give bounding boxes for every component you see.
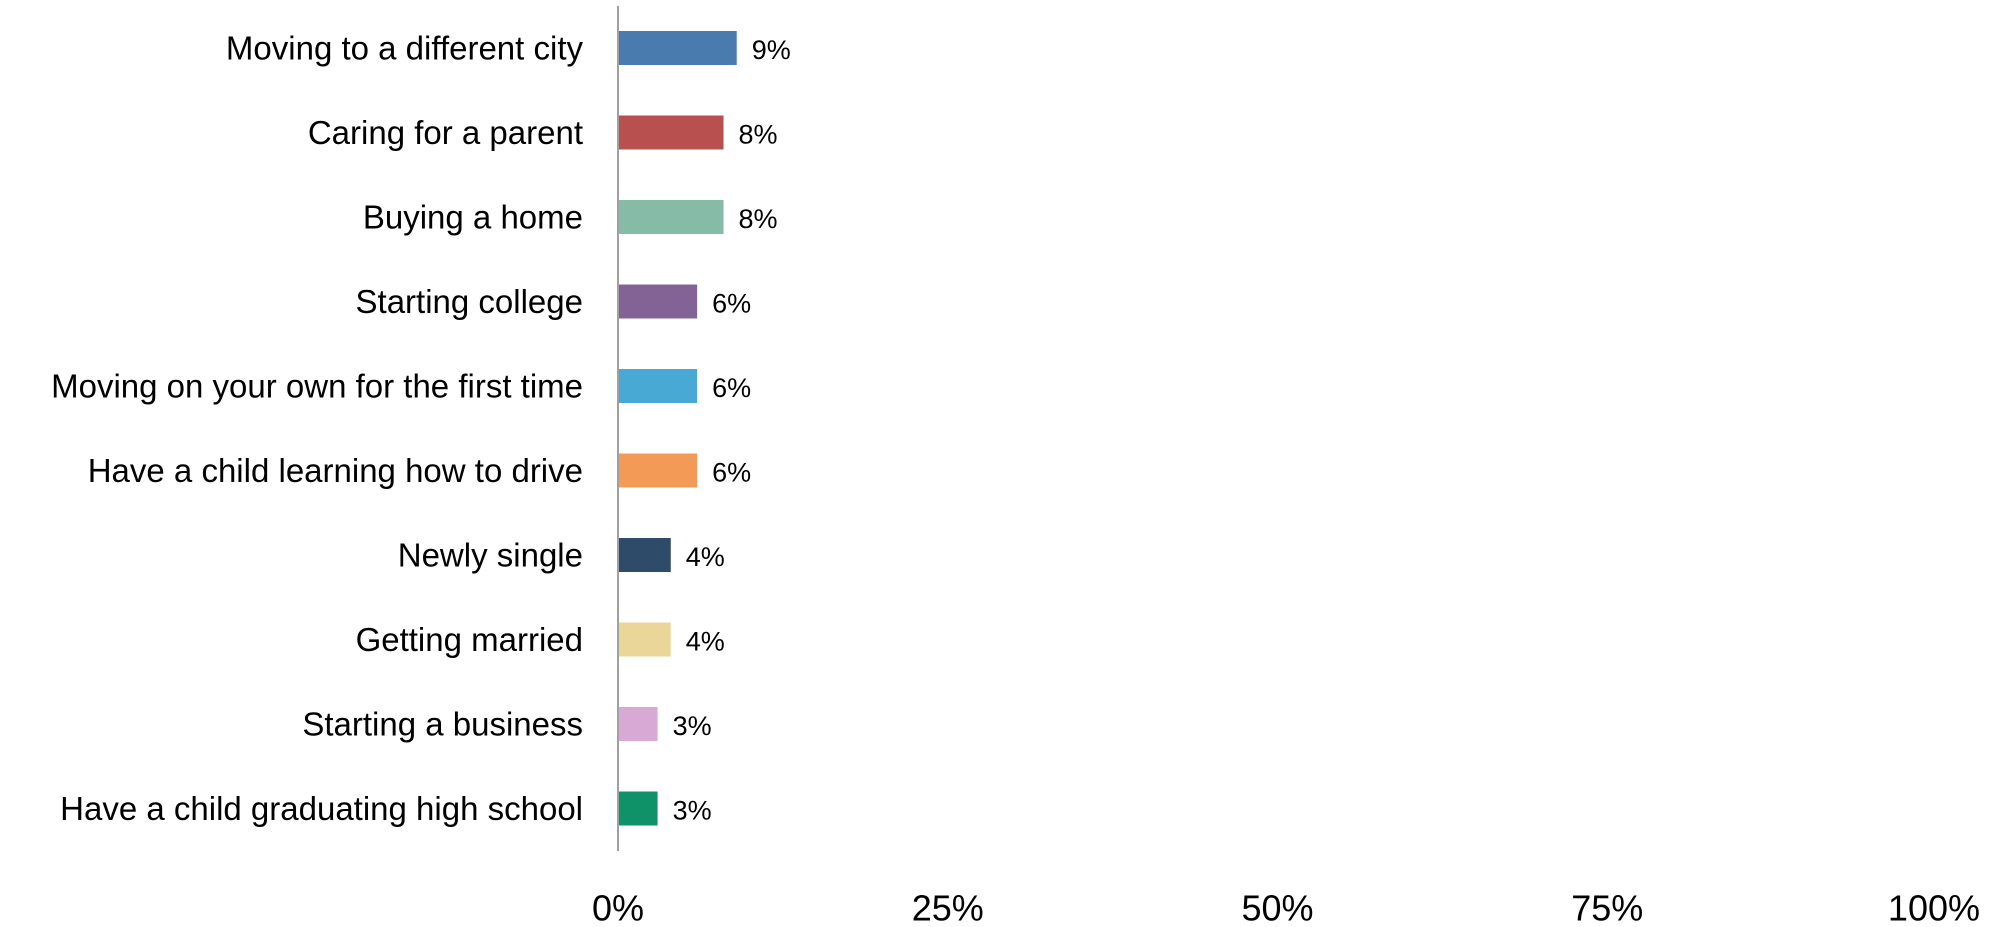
category-label: Have a child learning how to drive xyxy=(88,452,583,489)
category-label: Have a child graduating high school xyxy=(60,790,583,827)
data-label: 3% xyxy=(673,711,712,741)
x-tick-label: 75% xyxy=(1571,888,1643,927)
category-label: Starting college xyxy=(356,283,583,320)
bar xyxy=(619,538,671,572)
category-label: Caring for a parent xyxy=(308,114,583,151)
data-label: 8% xyxy=(739,120,778,150)
x-tick-labels-group: 0% 25% 50% 75% 100% xyxy=(592,888,1980,927)
bar xyxy=(619,791,658,826)
bar xyxy=(619,284,698,319)
category-label: Newly single xyxy=(398,537,583,574)
data-label: 4% xyxy=(686,627,725,657)
data-label: 9% xyxy=(752,35,791,65)
data-label: 3% xyxy=(673,796,712,826)
bar xyxy=(619,622,671,657)
category-label: Moving on your own for the first time xyxy=(51,368,583,405)
data-label: 8% xyxy=(739,204,778,234)
category-label: Moving to a different city xyxy=(226,30,584,67)
bar xyxy=(619,115,724,150)
x-tick-label: 50% xyxy=(1241,888,1313,927)
x-tick-label: 100% xyxy=(1888,888,1980,927)
bar xyxy=(619,369,698,403)
category-label: Starting a business xyxy=(302,706,583,743)
data-label: 6% xyxy=(712,289,751,319)
bar xyxy=(619,707,658,741)
bars-group xyxy=(619,31,737,826)
category-labels-group: Moving to a different city Caring for a p… xyxy=(51,30,583,828)
bar xyxy=(619,200,724,234)
x-tick-label: 25% xyxy=(912,888,984,927)
x-tick-label: 0% xyxy=(592,888,644,927)
category-label: Buying a home xyxy=(363,199,583,236)
bar xyxy=(619,31,737,65)
data-label: 6% xyxy=(712,373,751,403)
data-labels-group: 9% 8% 8% 6% 6% 6% 4% 4% 3% 3% xyxy=(673,35,791,826)
category-label: Getting married xyxy=(356,621,583,658)
bar xyxy=(619,453,698,488)
data-label: 6% xyxy=(712,458,751,488)
data-label: 4% xyxy=(686,542,725,572)
